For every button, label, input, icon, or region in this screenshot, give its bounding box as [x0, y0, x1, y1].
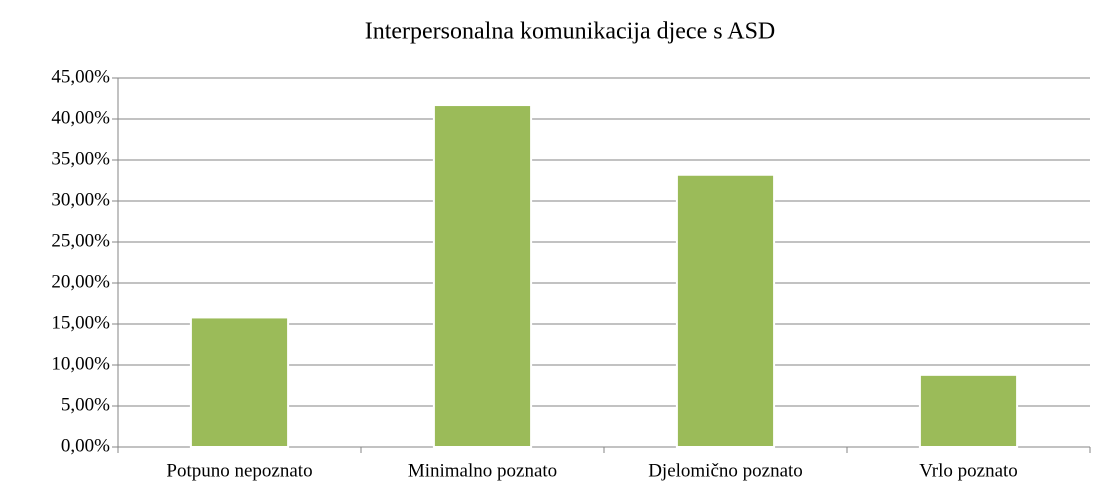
y-tick-label: 40,00% — [51, 107, 110, 128]
y-tick-label: 20,00% — [51, 271, 110, 292]
bar — [189, 316, 290, 448]
y-tick-label: 0,00% — [61, 435, 110, 456]
y-tick-label: 10,00% — [51, 353, 110, 374]
y-tick-label: 35,00% — [51, 148, 110, 169]
y-tick-label: 45,00% — [51, 66, 110, 87]
bar — [432, 104, 533, 448]
y-tick-label: 25,00% — [51, 230, 110, 251]
x-tick-label: Vrlo poznato — [919, 460, 1018, 481]
bar — [675, 173, 776, 448]
bar — [918, 373, 1019, 448]
y-tick-label: 15,00% — [51, 312, 110, 333]
chart-title: Interpersonalna komunikacija djece s ASD — [365, 19, 776, 45]
x-tick-label: Potpuno nepoznato — [166, 460, 312, 481]
y-tick-label: 5,00% — [61, 394, 110, 415]
y-tick-label: 30,00% — [51, 189, 110, 210]
x-tick-label: Djelomično poznato — [648, 460, 803, 481]
x-tick-label: Minimalno poznato — [408, 460, 557, 481]
